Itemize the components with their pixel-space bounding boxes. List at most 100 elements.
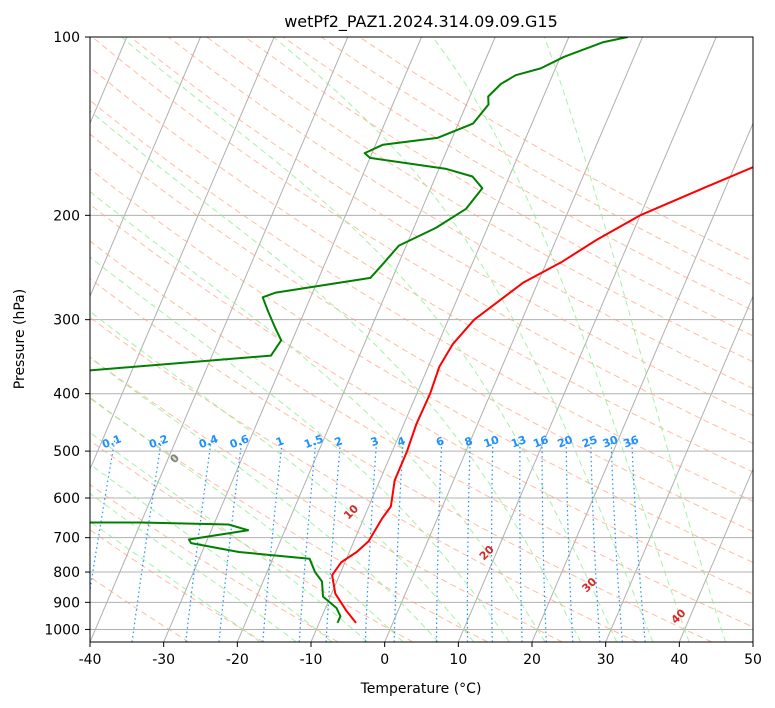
moist-adiabat-line bbox=[90, 520, 261, 642]
mixing-ratio-line bbox=[610, 440, 623, 642]
dry-adiabat-line bbox=[90, 483, 339, 642]
mixing-ratio-line bbox=[490, 440, 494, 642]
y-tick-label: 100 bbox=[53, 30, 80, 46]
x-tick-label: -30 bbox=[152, 652, 175, 668]
chart-title: wetPf2_PAZ1.2024.314.09.09.G15 bbox=[284, 12, 558, 32]
mixing-ratio-line bbox=[541, 440, 547, 642]
y-tick-label: 600 bbox=[53, 491, 80, 507]
mixing-ratio-line bbox=[393, 440, 404, 642]
temperature-line bbox=[331, 166, 753, 624]
dewpoint-line bbox=[90, 37, 629, 624]
mixing-ratio-label: 16 bbox=[531, 433, 550, 451]
mixing-ratio-line bbox=[519, 440, 523, 642]
dry-adiabat-line bbox=[90, 203, 753, 595]
mixing-ratio-line bbox=[590, 440, 601, 642]
mixing-ratio-label: 1 bbox=[274, 434, 286, 449]
x-tick-label: -10 bbox=[300, 652, 323, 668]
moist-adiabat-line bbox=[432, 37, 690, 642]
mixing-ratio-line bbox=[435, 440, 443, 642]
y-tick-label: 300 bbox=[53, 313, 80, 329]
y-tick-label: 400 bbox=[53, 387, 80, 403]
dry-adiabat-line bbox=[90, 168, 753, 563]
x-tick-label: 20 bbox=[523, 652, 541, 668]
moist-adiabat-line bbox=[273, 37, 654, 642]
x-tick-label: 40 bbox=[670, 652, 688, 668]
mixing-ratio-label: 13 bbox=[509, 433, 528, 450]
y-tick-label: 900 bbox=[53, 595, 80, 611]
x-tick-label: 50 bbox=[744, 652, 762, 668]
moist-adiabat-line bbox=[90, 310, 475, 642]
y-tick-label: 500 bbox=[53, 444, 80, 460]
x-tick-label: 0 bbox=[380, 652, 389, 668]
moist-adiabat-line bbox=[90, 110, 582, 642]
isotherm-line bbox=[236, 37, 496, 642]
mixing-ratio-label: 8 bbox=[463, 434, 475, 449]
y-axis: 100 200 300 400 500 600 700 800 900 1000 bbox=[44, 30, 90, 638]
mixing-ratio-line bbox=[218, 440, 243, 642]
isotherm-line bbox=[90, 37, 201, 298]
isotherm-line bbox=[90, 37, 275, 471]
isotherm-line bbox=[90, 37, 349, 642]
moist-adiabat-line bbox=[121, 37, 618, 642]
mixing-ratio-line bbox=[631, 440, 646, 642]
dry-adiabat-line bbox=[90, 133, 753, 533]
x-tick-label: -40 bbox=[79, 652, 102, 668]
mixing-ratio-label: 10 bbox=[482, 433, 501, 451]
dry-adiabat-line bbox=[244, 37, 753, 337]
dry-adiabat-line bbox=[90, 316, 638, 642]
mixing-ratio-label: 4 bbox=[395, 434, 407, 449]
mixing-ratio-line bbox=[364, 440, 378, 642]
plot-area: 0.10.20.40.611.52346810131620253036-100-… bbox=[90, 37, 753, 642]
y-tick-label: 200 bbox=[53, 208, 80, 224]
dry-adiabat-line bbox=[90, 356, 563, 642]
mixing-ratio-label: 0.1 bbox=[100, 432, 123, 451]
dry-adiabat-line bbox=[90, 240, 753, 628]
mixing-ratio-line bbox=[298, 440, 317, 642]
moist-adiabat-line bbox=[90, 396, 404, 642]
mixing-ratio-line bbox=[185, 440, 212, 642]
dry-adiabat-line bbox=[282, 37, 753, 312]
x-tick-label: -20 bbox=[226, 652, 249, 668]
mixing-ratio-label: 0.2 bbox=[147, 432, 170, 451]
mixing-ratio-line bbox=[565, 440, 574, 642]
mixing-ratio-line bbox=[466, 440, 471, 642]
mixing-ratio-line bbox=[325, 440, 342, 642]
y-tick-label: 1000 bbox=[44, 622, 80, 638]
mixing-ratio-label: 0.6 bbox=[228, 432, 251, 451]
x-tick-label: 30 bbox=[597, 652, 615, 668]
isotherm-line bbox=[605, 295, 753, 642]
dry-adiabat-line bbox=[168, 37, 753, 389]
mixing-ratio-line bbox=[131, 440, 162, 642]
mixing-ratio-label: 6 bbox=[434, 434, 446, 449]
moist-adiabat-line bbox=[90, 190, 546, 642]
mixing-ratio-label: 2 bbox=[333, 434, 345, 449]
mixing-ratio-label: 1.5 bbox=[302, 432, 325, 451]
moist-adiabat-line bbox=[90, 431, 369, 642]
y-axis-title: Pressure (hPa) bbox=[12, 289, 28, 389]
moist-adiabat-line bbox=[90, 356, 439, 642]
x-axis-title: Temperature (°C) bbox=[360, 681, 482, 697]
dry-adiabat-line bbox=[90, 278, 712, 642]
mixing-ratio-label: 0.4 bbox=[197, 432, 220, 451]
mixing-ratio-label: 3 bbox=[369, 434, 381, 449]
y-tick-label: 800 bbox=[53, 565, 80, 581]
isotherm-line bbox=[457, 37, 717, 642]
x-axis: -40 -30 -20 -10 0 10 20 30 40 50 bbox=[79, 642, 762, 668]
mixing-ratio-label: 25 bbox=[580, 433, 599, 450]
dry-adiabat-line bbox=[130, 37, 753, 417]
plot-frame bbox=[89, 36, 754, 643]
isotherm-line bbox=[384, 37, 643, 642]
mixing-ratio-label: 30 bbox=[601, 433, 620, 451]
dry-adiabat-line bbox=[90, 529, 264, 642]
moist-adiabat-line bbox=[543, 37, 727, 642]
dry-adiabat-line bbox=[91, 37, 753, 445]
dry-adiabat-line bbox=[90, 99, 753, 502]
y-tick-label: 700 bbox=[53, 531, 80, 547]
isotherm-line bbox=[531, 122, 753, 642]
isotherm-line bbox=[163, 37, 422, 642]
moist-adiabat-line bbox=[90, 256, 510, 642]
mixing-ratio-line bbox=[262, 440, 283, 642]
mixing-ratio-label: 36 bbox=[622, 433, 641, 451]
